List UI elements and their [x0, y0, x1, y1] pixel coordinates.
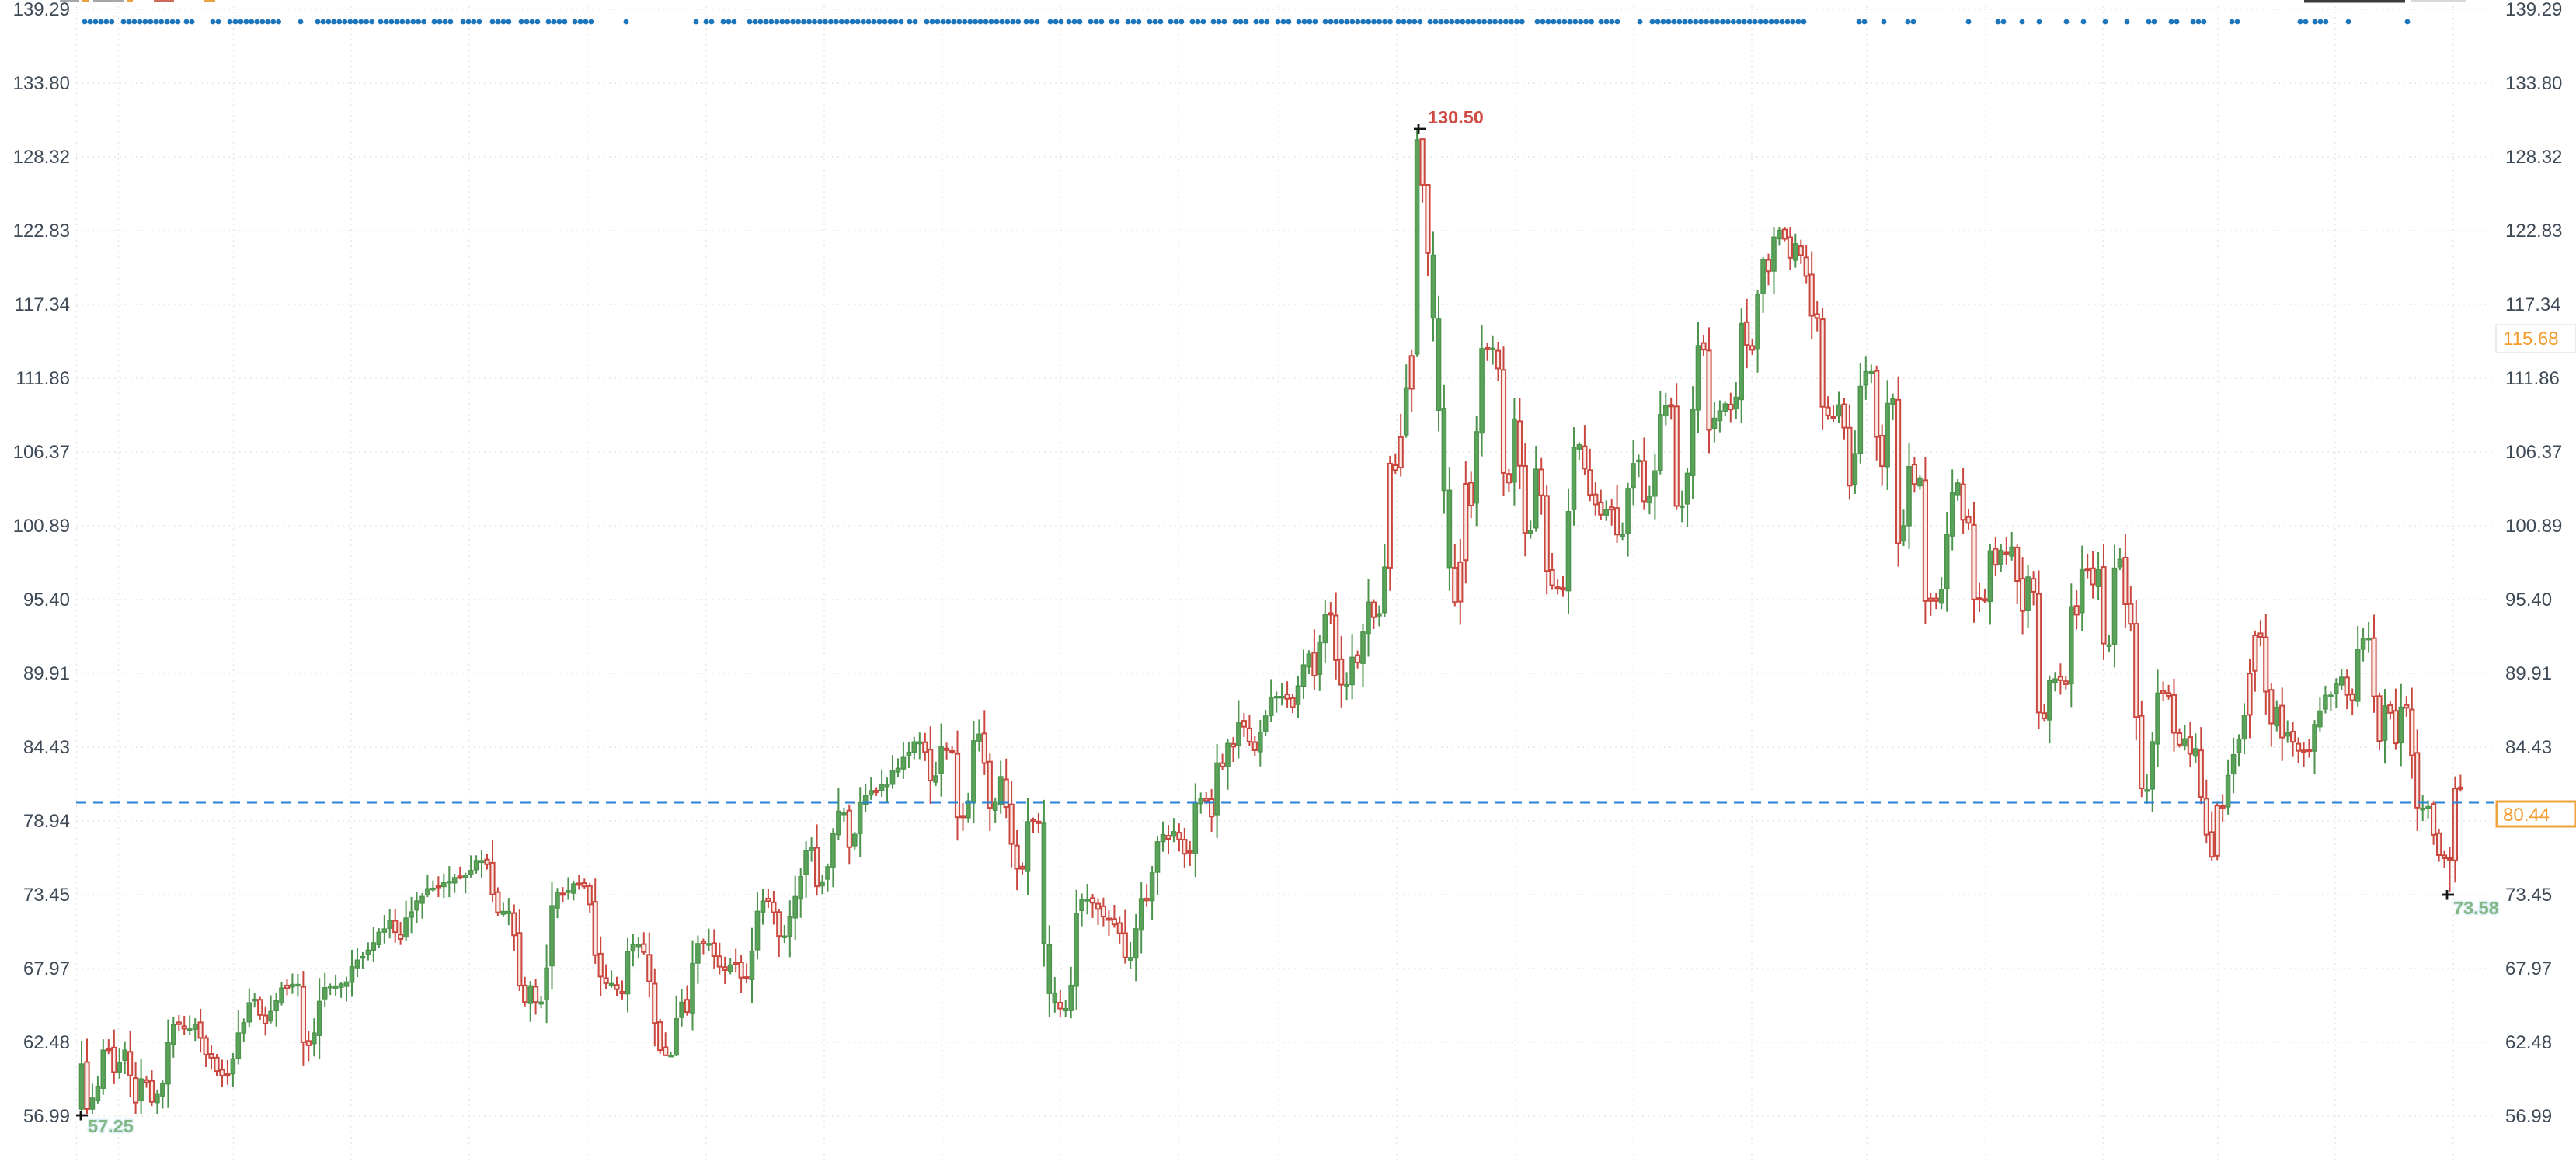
svg-text:111.86: 111.86	[2505, 368, 2560, 389]
svg-text:62.48: 62.48	[2505, 1032, 2552, 1053]
svg-text:106.37: 106.37	[2505, 442, 2562, 463]
svg-text:84.43: 84.43	[23, 737, 70, 758]
svg-text:89.91: 89.91	[23, 663, 70, 684]
svg-text:106.37: 106.37	[13, 442, 70, 463]
svg-text:57.25: 57.25	[88, 1116, 134, 1136]
svg-text:139.29: 139.29	[2505, 0, 2562, 20]
svg-text:78.94: 78.94	[23, 811, 70, 832]
svg-text:95.40: 95.40	[23, 589, 70, 610]
svg-text:73.58: 73.58	[2453, 898, 2499, 918]
svg-text:67.97: 67.97	[23, 958, 70, 979]
svg-text:122.83: 122.83	[2505, 221, 2562, 242]
svg-text:115.68: 115.68	[2503, 329, 2559, 350]
svg-text:122.83: 122.83	[13, 221, 70, 242]
svg-text:57.25: 57.25	[88, 1116, 134, 1136]
svg-text:100.89: 100.89	[2505, 516, 2562, 537]
svg-text:89.91: 89.91	[2505, 663, 2552, 684]
svg-text:128.32: 128.32	[2505, 147, 2562, 168]
svg-text:56.99: 56.99	[23, 1106, 70, 1127]
svg-text:130.50: 130.50	[1428, 107, 1484, 127]
svg-text:117.34: 117.34	[2505, 294, 2561, 315]
svg-text:128.32: 128.32	[13, 147, 70, 168]
svg-text:80.44: 80.44	[2503, 805, 2550, 826]
svg-text:111.86: 111.86	[16, 368, 70, 389]
svg-text:100.89: 100.89	[13, 516, 70, 537]
svg-text:73.45: 73.45	[2505, 885, 2552, 906]
svg-text:95.40: 95.40	[2505, 589, 2552, 610]
svg-text:139.29: 139.29	[13, 0, 70, 20]
svg-text:62.48: 62.48	[23, 1032, 70, 1053]
svg-text:73.58: 73.58	[2453, 898, 2499, 918]
svg-text:133.80: 133.80	[13, 73, 70, 94]
svg-text:56.99: 56.99	[2505, 1106, 2552, 1127]
svg-text:67.97: 67.97	[2505, 958, 2552, 979]
svg-text:84.43: 84.43	[2505, 737, 2552, 758]
svg-text:117.34: 117.34	[14, 294, 70, 315]
svg-text:73.45: 73.45	[23, 885, 70, 906]
svg-text:133.80: 133.80	[2505, 73, 2562, 94]
